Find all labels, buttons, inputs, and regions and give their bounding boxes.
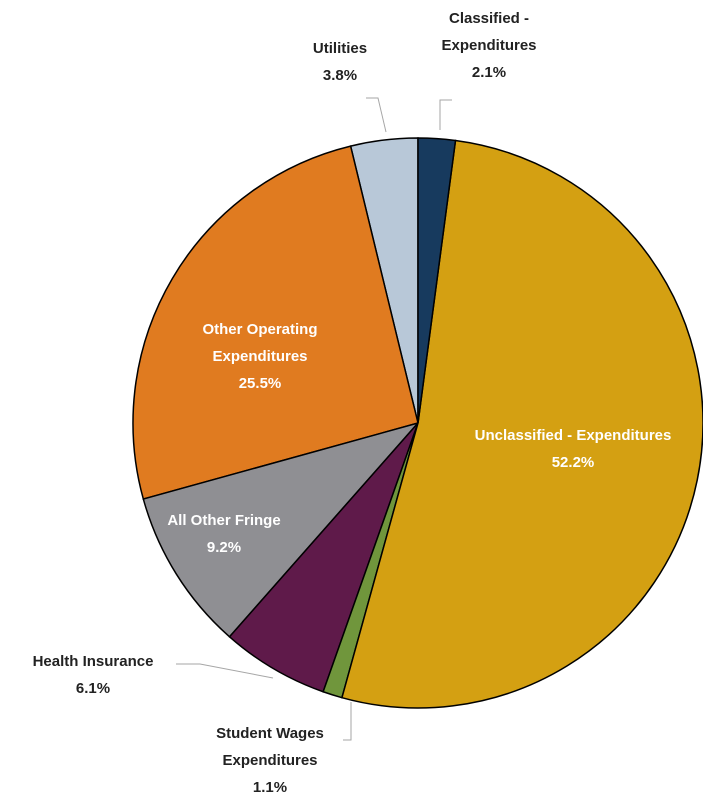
category-label: All Other Fringe [167, 512, 281, 529]
leader-line [343, 702, 352, 741]
slice-label: Other Operating Expenditures 25.5% [160, 316, 360, 397]
category-label: Student Wages Expenditures [216, 725, 324, 769]
value-label: 52.2% [551, 454, 595, 471]
category-label: Health Insurance [32, 653, 154, 670]
value-label: 9.2% [206, 539, 242, 556]
category-label: Unclassified - Expenditures [474, 427, 672, 444]
value-label: 2.1% [471, 64, 507, 81]
value-label: 1.1% [252, 779, 288, 796]
slice-label: Student Wages Expenditures 1.1% [190, 720, 350, 801]
slice-label: Health Insurance 6.1% [0, 648, 193, 702]
pie-slice [417, 137, 457, 424]
slice-label: All Other Fringe 9.2% [144, 507, 304, 561]
value-label: 25.5% [238, 375, 282, 392]
slice-label: Classified - Expenditures 2.1% [414, 5, 564, 86]
pie-slice [132, 145, 419, 500]
value-label: 6.1% [75, 680, 111, 697]
category-label: Other Operating Expenditures [202, 321, 318, 365]
category-label: Classified - Expenditures [441, 10, 537, 54]
pie-slice [341, 139, 703, 709]
leader-line [176, 663, 274, 679]
slice-label: Utilities 3.8% [280, 35, 400, 89]
pie-slice [142, 421, 421, 638]
slice-label: Unclassified - Expenditures 52.2% [433, 422, 703, 476]
leader-line [439, 99, 452, 130]
value-label: 3.8% [322, 67, 358, 84]
leader-line [366, 97, 387, 133]
category-label: Utilities [312, 40, 368, 57]
